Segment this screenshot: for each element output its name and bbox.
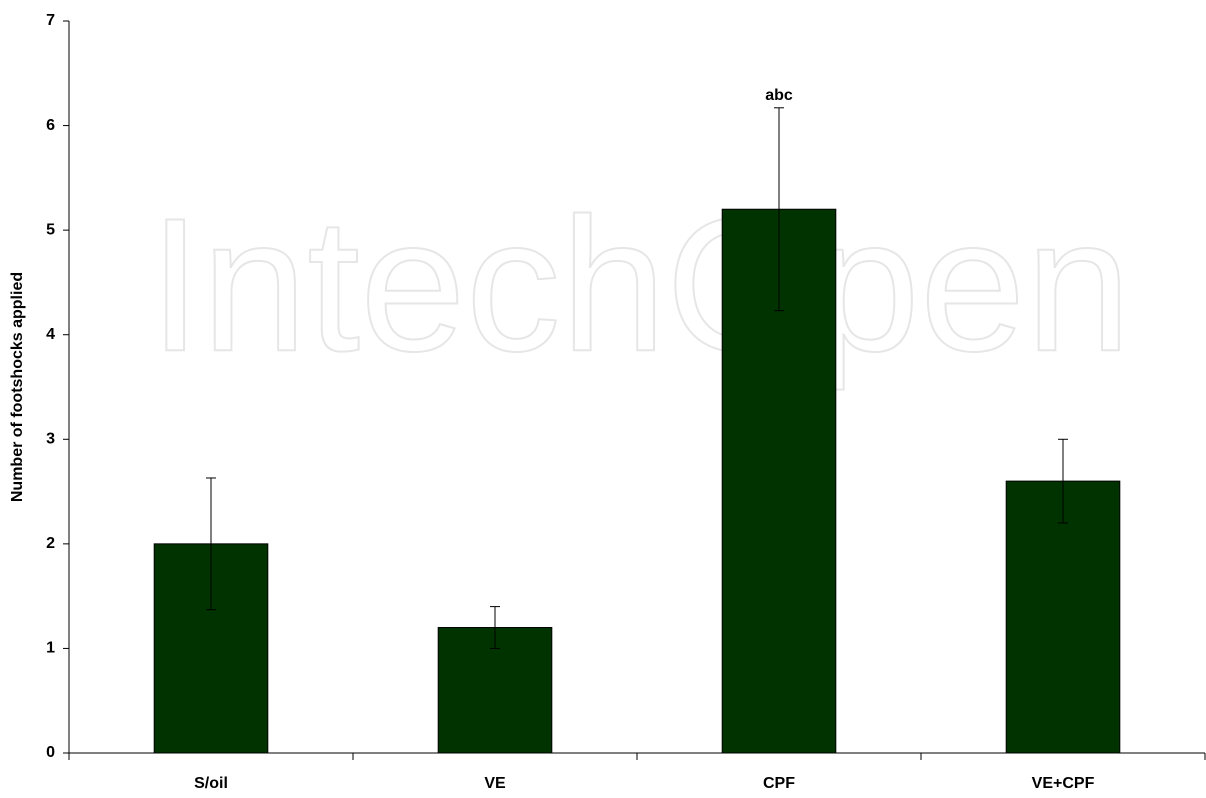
y-tick-label: 1 bbox=[46, 640, 55, 657]
y-axis-label: Number of footshocks applied bbox=[9, 272, 26, 502]
x-tick-label: S/oil bbox=[194, 775, 228, 792]
y-tick-label: 3 bbox=[46, 431, 55, 448]
y-tick-label: 4 bbox=[46, 326, 55, 343]
y-tick-label: 2 bbox=[46, 535, 55, 552]
watermark: IntechOpen bbox=[149, 179, 1131, 391]
x-tick-label: VE bbox=[484, 775, 506, 792]
y-tick-label: 0 bbox=[46, 744, 55, 761]
y-tick-label: 7 bbox=[46, 12, 55, 29]
annotation: abc bbox=[765, 87, 793, 104]
bar bbox=[1005, 480, 1121, 754]
y-tick-label: 6 bbox=[46, 117, 55, 134]
x-tick-label: CPF bbox=[763, 775, 795, 792]
x-tick-label: VE+CPF bbox=[1032, 775, 1095, 792]
y-tick-label: 5 bbox=[46, 221, 55, 238]
